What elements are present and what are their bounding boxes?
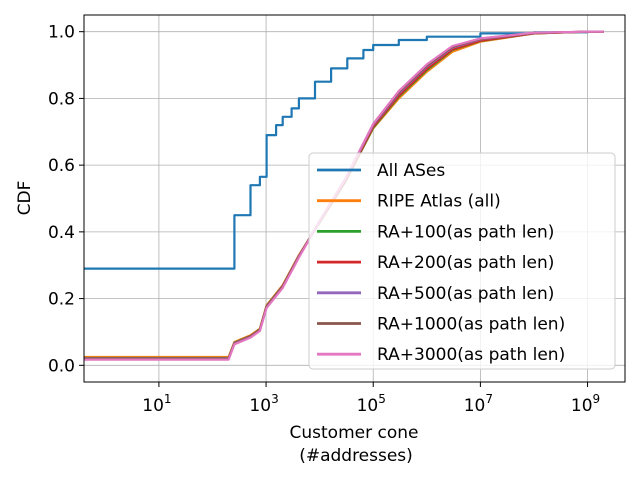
x-axis-ticks: 101 103 105 107 109 [142, 382, 600, 416]
y-tick-label: 0.0 [48, 356, 75, 376]
y-tick-label: 0.4 [48, 223, 75, 243]
x-tick-label: 109 [571, 392, 600, 416]
x-tick-label: 101 [142, 392, 171, 416]
y-tick-label: 0.8 [48, 89, 75, 109]
y-axis-label: CDF [15, 181, 35, 216]
x-axis-label-line1: Customer cone [290, 423, 419, 443]
series-line-0 [84, 30, 604, 270]
x-tick-label: 107 [464, 392, 493, 416]
y-tick-label: 1.0 [48, 23, 75, 43]
legend-label: RA+3000(as path len) [377, 345, 565, 365]
legend-label: RIPE Atlas (all) [377, 192, 501, 212]
legend-label: All ASes [377, 161, 445, 181]
legend-box [308, 152, 616, 370]
y-axis-ticks: 0.0 0.2 0.4 0.6 0.8 1.0 [48, 23, 84, 376]
legend-label: RA+200(as path len) [377, 253, 554, 273]
legend-label: RA+500(as path len) [377, 284, 554, 304]
y-tick-label: 0.6 [48, 156, 75, 176]
x-tick-label: 105 [357, 392, 386, 416]
x-axis-label-line2: (#addresses) [299, 446, 413, 466]
axes-frame [83, 14, 626, 383]
legend-label: RA+1000(as path len) [377, 315, 565, 335]
y-tick-label: 0.2 [48, 290, 75, 310]
legend-label: RA+100(as path len) [377, 222, 554, 242]
x-tick-label: 103 [249, 392, 278, 416]
legend: All ASes RIPE Atlas (all) RA+100(as path l… [308, 152, 616, 370]
